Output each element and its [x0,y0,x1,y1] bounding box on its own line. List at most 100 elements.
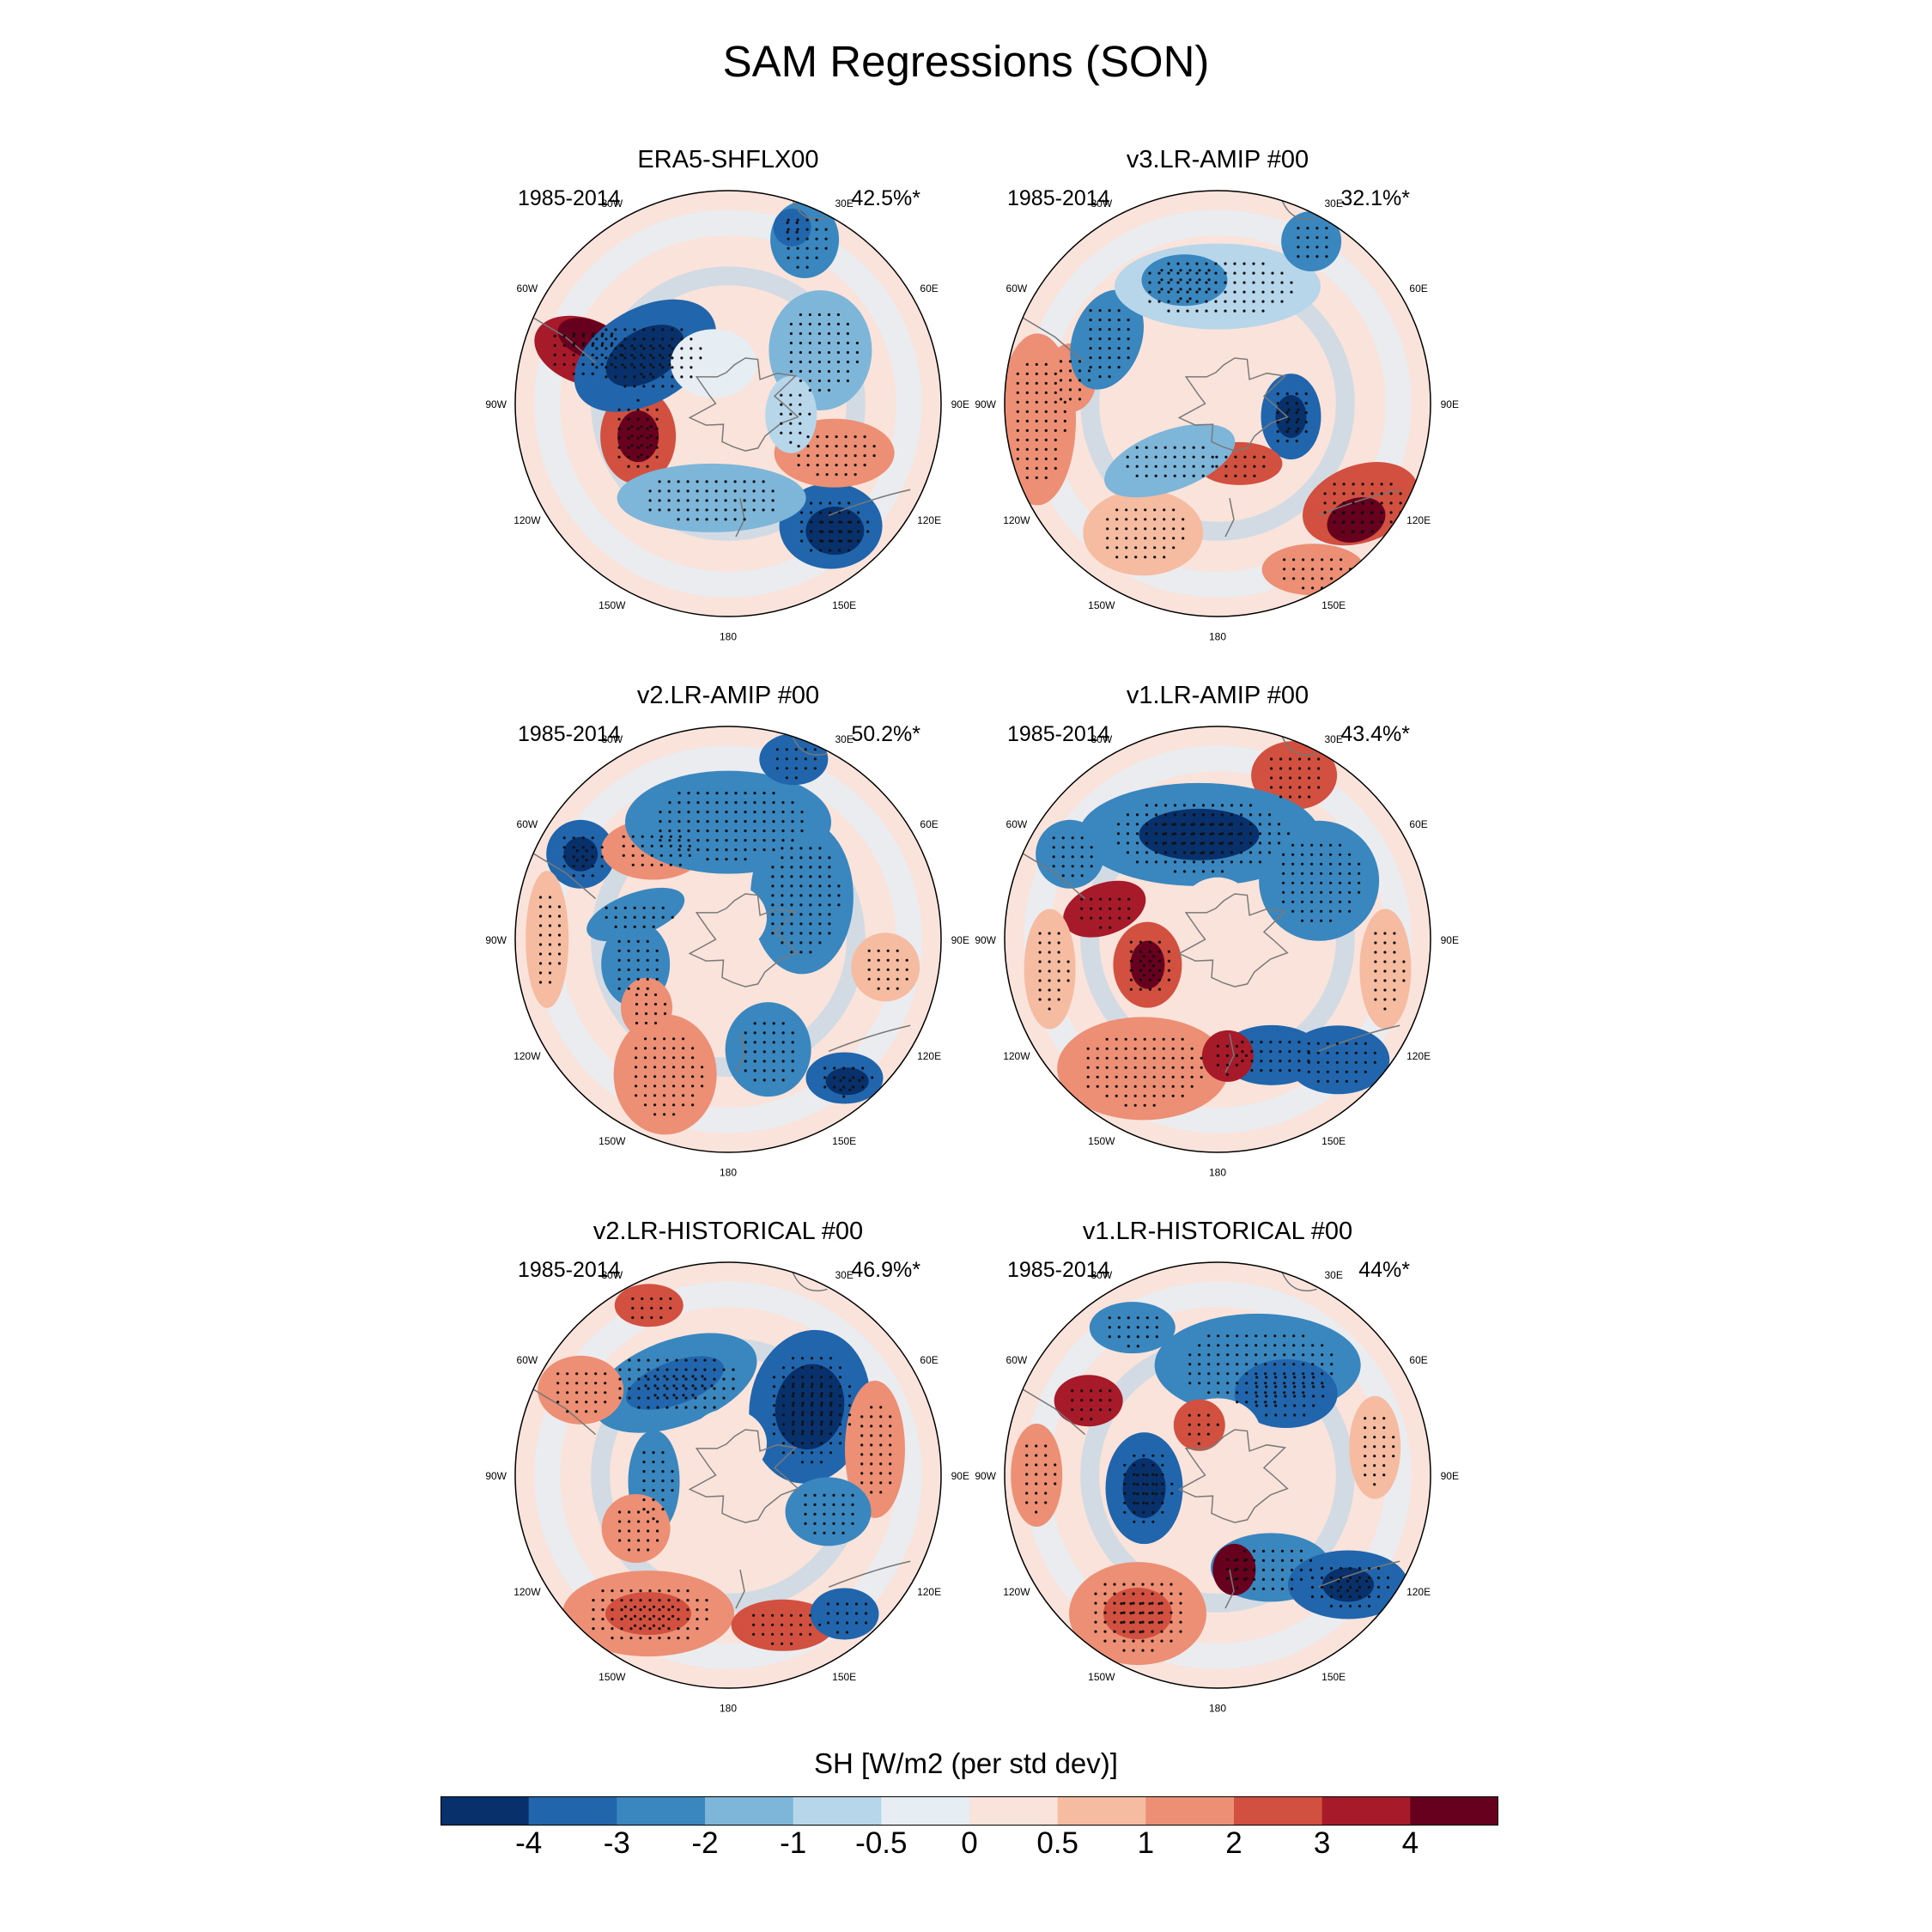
longitude-label: 150W [598,599,626,611]
colorbar-tick: 0.5 [1036,1826,1078,1860]
longitude-label: 150E [1321,1671,1346,1683]
longitude-label: 150W [1088,599,1115,611]
anomaly-patch [773,208,811,246]
longitude-label: 180 [1209,630,1226,642]
longitude-label: 120E [1406,1586,1431,1598]
panel-period: 1985-2014 [1007,722,1110,746]
longitude-label: 60E [1409,1354,1427,1366]
panel-period: 1985-2014 [518,1258,621,1282]
south-america-coastline [522,846,597,900]
colorbar-segment [528,1796,617,1826]
significance-stippling [1025,1316,1395,1652]
longitude-label: 60W [1006,283,1028,295]
panel-period: 1985-2014 [1007,1258,1110,1282]
panel-title: v1.LR-HISTORICAL #00 [1082,1218,1353,1245]
anomaly-patch [1083,489,1204,576]
longitude-label: 120W [513,1586,541,1598]
polar-map: 030E60E90E120E150E180150W120W90W60W30W [975,1261,1459,1714]
anomaly-patch [1139,808,1260,860]
australia-coastline [1317,1024,1400,1052]
anomaly-patch [725,1002,811,1097]
anomaly-patch [1359,908,1412,1030]
south-america-coastline [1012,846,1086,900]
colorbar-segment [881,1796,970,1826]
longitude-label: 30W [601,1269,623,1281]
anomaly-patch [601,1494,671,1563]
longitude-label: 60E [1409,283,1427,295]
panel-variance: 44%* [1358,1258,1410,1282]
panel-title: v1.LR-AMIP #00 [1126,682,1309,709]
anomaly-patch [750,819,854,975]
anomaly-patch [526,871,569,1008]
map-border [514,726,942,1153]
anomaly-patch [586,887,685,942]
longitude-label: 60W [1006,1354,1028,1366]
colorbar-segment [969,1796,1059,1826]
longitude-label: 90E [951,934,969,946]
anomaly-patch [625,1356,725,1410]
anomaly-patch [1142,329,1212,381]
anomaly-patch [1122,1458,1166,1519]
colorbar-tick: 1 [1137,1826,1155,1860]
australia-coastline [1317,489,1400,516]
longitude-label: 120E [1406,1050,1431,1062]
longitude-label: 150E [832,1135,856,1147]
colorbar-tick: -1 [780,1826,807,1860]
colorbar-segment [793,1796,882,1826]
longitude-label: 30W [1091,197,1112,210]
antarctica-coastline [1177,1429,1289,1523]
longitude-label: 120W [1003,1586,1030,1598]
longitude-label: 60W [1006,818,1028,830]
colorbar-segment [1057,1796,1146,1826]
anomaly-patch [1286,1025,1390,1095]
colorbar-segment [440,1796,530,1826]
longitude-label: 60E [920,283,938,295]
antarctica-coastline [1177,357,1289,452]
longitude-label: 150E [1321,1135,1346,1147]
new-zealand-coastline [735,1569,745,1609]
anomaly-patch [810,1588,879,1640]
longitude-label: 90E [951,1470,969,1482]
new-zealand-coastline [1224,1033,1235,1073]
anomaly-patch [785,1477,872,1546]
longitude-label: 150E [1321,599,1346,611]
anomaly-patch [1141,254,1228,307]
anomaly-patch [614,1284,683,1327]
anomaly-patch [617,410,659,463]
longitude-label: 120E [917,1586,941,1598]
longitude-label: 150W [1088,1135,1115,1147]
longitude-label: 180 [1209,1166,1226,1178]
longitude-label: 60W [517,818,538,830]
longitude-label: 60E [1409,818,1427,830]
polar-map: 030E60E90E120E150E180150W120W90W60W30W [485,1261,969,1714]
anomaly-patch [1036,819,1105,889]
longitude-label: 60E [920,1354,938,1366]
longitude-label: 180 [720,630,737,642]
colorbar [440,1796,1498,1826]
anomaly-patch [1063,880,1146,938]
colorbar-segment [1234,1796,1323,1826]
panel-variance: 46.9%* [851,1258,920,1282]
longitude-label: 90W [975,398,996,410]
panel-title: v3.LR-AMIP #00 [1126,146,1309,173]
anomaly-patch [1275,395,1307,439]
polar-map: 030E60E90E120E150E180150W120W90W60W30W [485,190,969,642]
longitude-label: 30E [835,1269,853,1281]
longitude-label: 60E [920,818,938,830]
map-border [514,1261,942,1689]
colorbar-tick: -2 [691,1826,719,1860]
antarctica-coastline [688,893,799,987]
longitude-label: 30E [1324,1269,1342,1281]
new-zealand-coastline [1224,1569,1235,1609]
panel-variance: 42.5%* [851,186,920,210]
anomaly-patch [613,1014,717,1135]
antarctica-coastline [1177,893,1289,987]
colorbar-segment [1321,1796,1411,1826]
panel-period: 1985-2014 [518,722,621,746]
panel-period: 1985-2014 [518,186,621,210]
longitude-label: 150W [598,1671,626,1683]
colorbar-tick: -4 [515,1826,543,1860]
colorbar-tick: 2 [1225,1826,1242,1860]
anomaly-patch [805,507,865,556]
anomaly-patch [1130,940,1165,989]
